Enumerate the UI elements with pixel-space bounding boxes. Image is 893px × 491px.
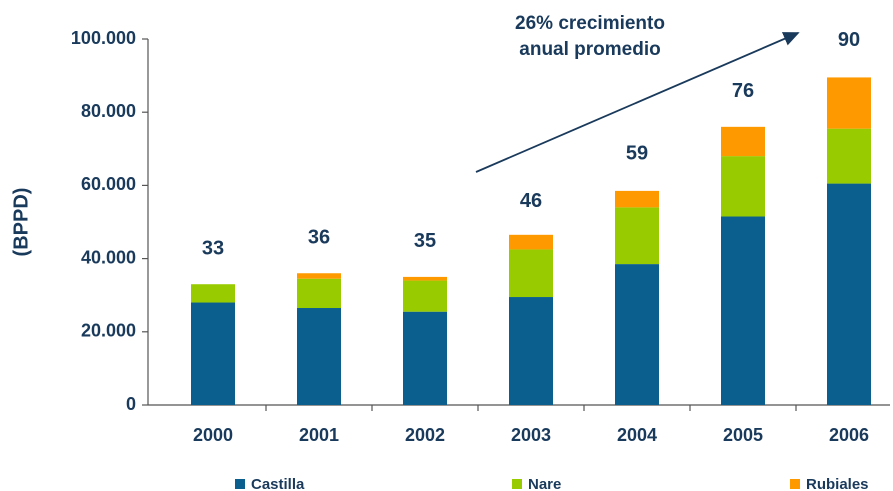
bar-segment [297, 273, 341, 279]
x-tick-label: 2006 [829, 425, 869, 445]
x-tick-label: 2001 [299, 425, 339, 445]
y-tick-label: 0 [126, 394, 136, 414]
y-tick-label: 100.000 [71, 28, 136, 48]
y-axis-label: (BPPD) [10, 188, 32, 257]
total-label: 35 [414, 230, 436, 252]
bar-segment [509, 249, 553, 298]
total-label: 46 [520, 190, 542, 212]
total-label: 59 [626, 142, 648, 164]
bar-segment [827, 128, 871, 184]
annotation: anual promedio [519, 39, 660, 60]
bar-segment [721, 156, 765, 217]
bar-segment [827, 183, 871, 405]
x-tick-label: 2000 [193, 425, 233, 445]
x-tick-label: 2003 [511, 425, 551, 445]
y-tick-label: 40.000 [81, 247, 136, 267]
annotation: 26% crecimiento [515, 13, 665, 34]
growth-arrow [475, 32, 800, 173]
bar-segment [721, 126, 765, 157]
total-label: 76 [732, 80, 754, 102]
bar-segment [615, 207, 659, 265]
total-label: 33 [202, 238, 224, 260]
legend-swatch [512, 479, 522, 489]
legend-swatch [790, 479, 800, 489]
bar-segment [721, 216, 765, 405]
bar-segment [827, 77, 871, 129]
legend-label: Castilla [251, 476, 305, 491]
bar-segment [191, 284, 235, 303]
bar-segment [509, 234, 553, 250]
legend-label: Rubiales [806, 476, 869, 491]
total-label: 36 [308, 227, 330, 249]
bar-segment [615, 190, 659, 208]
bar-segment [403, 311, 447, 405]
bar-segment [297, 278, 341, 309]
total-label: 90 [838, 29, 860, 51]
bar-segment [297, 308, 341, 405]
y-tick-label: 60.000 [81, 174, 136, 194]
y-tick-label: 20.000 [81, 321, 136, 341]
x-tick-label: 2004 [617, 425, 657, 445]
legend-label: Nare [528, 476, 561, 491]
x-tick-label: 2005 [723, 425, 763, 445]
bar-segment [403, 280, 447, 312]
bar-segment [615, 264, 659, 405]
legend-swatch [235, 479, 245, 489]
x-tick-label: 2002 [405, 425, 445, 445]
bar-segment [191, 302, 235, 405]
bar-segment [509, 297, 553, 405]
y-tick-label: 80.000 [81, 101, 136, 121]
bar-segment [403, 276, 447, 281]
